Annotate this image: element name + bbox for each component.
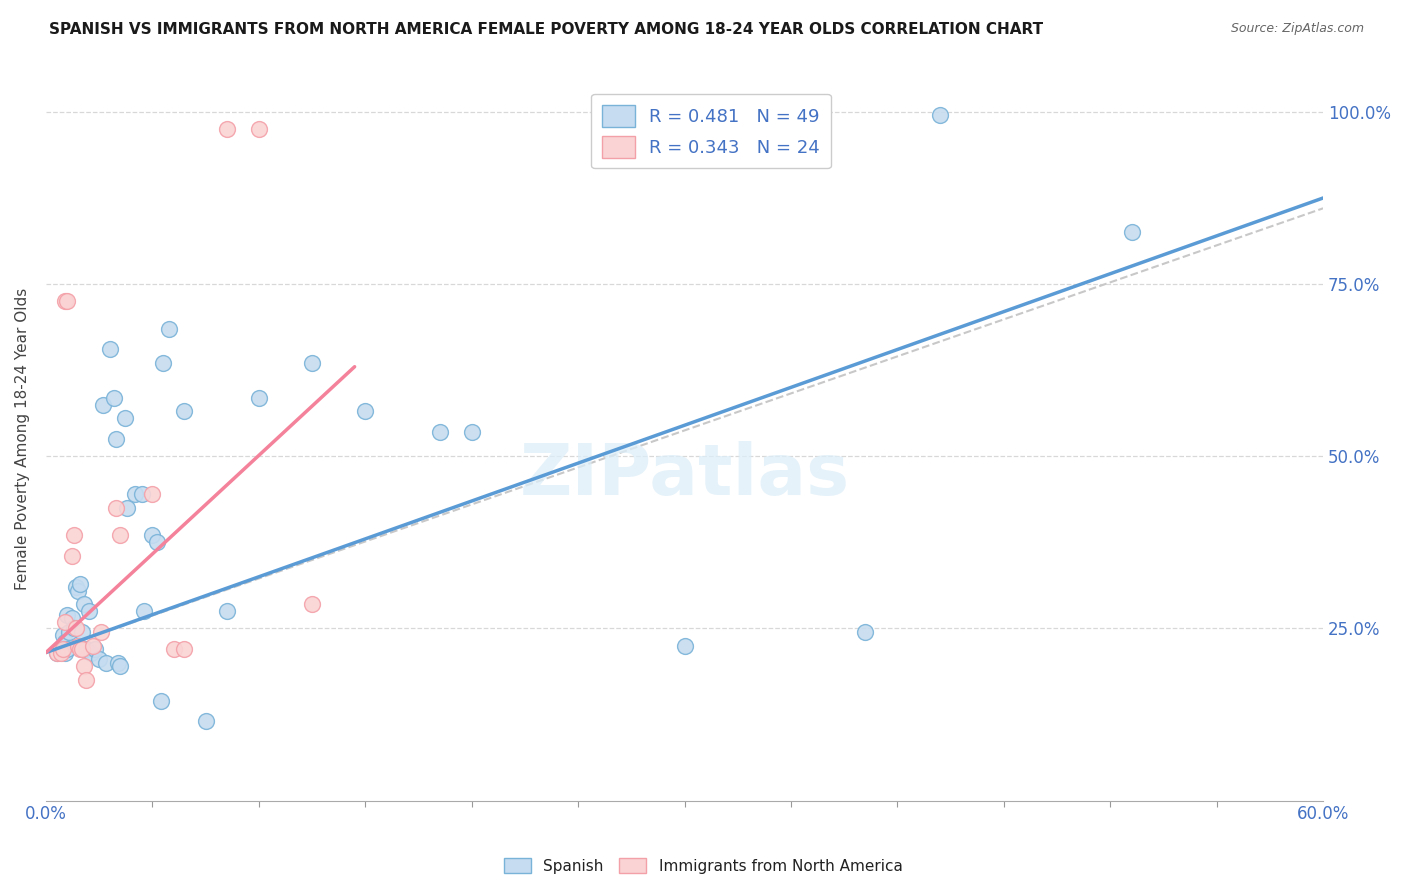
- Point: [62, 622, 84, 636]
- Point: [75, 642, 97, 657]
- Y-axis label: Female Poverty Among 18-24 Year Olds: Female Poverty Among 18-24 Year Olds: [15, 288, 30, 591]
- Point: [159, 322, 181, 336]
- Point: [45, 646, 67, 660]
- Point: [45, 646, 67, 660]
- Point: [429, 425, 451, 439]
- Point: [52, 628, 75, 642]
- Point: [70, 642, 93, 657]
- Point: [65, 580, 87, 594]
- Point: [247, 391, 270, 405]
- Text: SPANISH VS IMMIGRANTS FROM NORTH AMERICA FEMALE POVERTY AMONG 18-24 YEAR OLDS CO: SPANISH VS IMMIGRANTS FROM NORTH AMERICA…: [49, 22, 1043, 37]
- Point: [131, 487, 153, 501]
- Point: [58, 624, 80, 639]
- Point: [73, 659, 96, 673]
- Point: [460, 425, 482, 439]
- Point: [215, 122, 238, 136]
- Point: [52, 642, 75, 657]
- Point: [89, 652, 111, 666]
- Point: [62, 528, 84, 542]
- Point: [69, 576, 91, 591]
- Point: [69, 642, 91, 657]
- Point: [673, 639, 696, 653]
- Point: [98, 343, 121, 357]
- Point: [65, 622, 87, 636]
- Point: [53, 615, 76, 629]
- Point: [247, 122, 270, 136]
- Point: [301, 356, 323, 370]
- Point: [105, 432, 128, 446]
- Point: [105, 500, 128, 515]
- Point: [56, 607, 79, 622]
- Point: [141, 487, 163, 501]
- Text: Source: ZipAtlas.com: Source: ZipAtlas.com: [1230, 22, 1364, 36]
- Point: [56, 642, 79, 657]
- Text: ZIPatlas: ZIPatlas: [519, 441, 849, 509]
- Point: [107, 656, 129, 670]
- Point: [66, 583, 89, 598]
- Point: [103, 391, 125, 405]
- Point: [77, 604, 100, 618]
- Point: [115, 500, 138, 515]
- Point: [354, 404, 377, 418]
- Point: [124, 487, 146, 501]
- Point: [82, 639, 104, 653]
- Point: [75, 673, 97, 687]
- Point: [173, 642, 195, 657]
- Point: [49, 646, 72, 660]
- Point: [60, 611, 83, 625]
- Point: [145, 535, 167, 549]
- Point: [70, 624, 93, 639]
- Point: [929, 108, 952, 122]
- Point: [163, 642, 186, 657]
- Point: [149, 694, 172, 708]
- Point: [855, 624, 877, 639]
- Point: [84, 642, 107, 657]
- Point: [110, 528, 132, 542]
- Point: [49, 642, 72, 657]
- Point: [152, 356, 174, 370]
- Point: [94, 656, 117, 670]
- Legend: Spanish, Immigrants from North America: Spanish, Immigrants from North America: [498, 852, 908, 880]
- Point: [1121, 226, 1143, 240]
- Point: [60, 549, 83, 563]
- Point: [66, 639, 89, 653]
- Point: [173, 404, 195, 418]
- Point: [93, 398, 115, 412]
- Point: [79, 646, 101, 660]
- Point: [90, 624, 112, 639]
- Point: [215, 604, 238, 618]
- Point: [56, 294, 79, 309]
- Point: [141, 528, 163, 542]
- Point: [53, 294, 76, 309]
- Point: [53, 635, 76, 649]
- Point: [132, 604, 155, 618]
- Point: [194, 714, 217, 729]
- Legend: R = 0.481   N = 49, R = 0.343   N = 24: R = 0.481 N = 49, R = 0.343 N = 24: [592, 94, 831, 169]
- Point: [73, 597, 96, 611]
- Point: [114, 411, 136, 425]
- Point: [110, 659, 132, 673]
- Point: [301, 597, 323, 611]
- Point: [53, 646, 76, 660]
